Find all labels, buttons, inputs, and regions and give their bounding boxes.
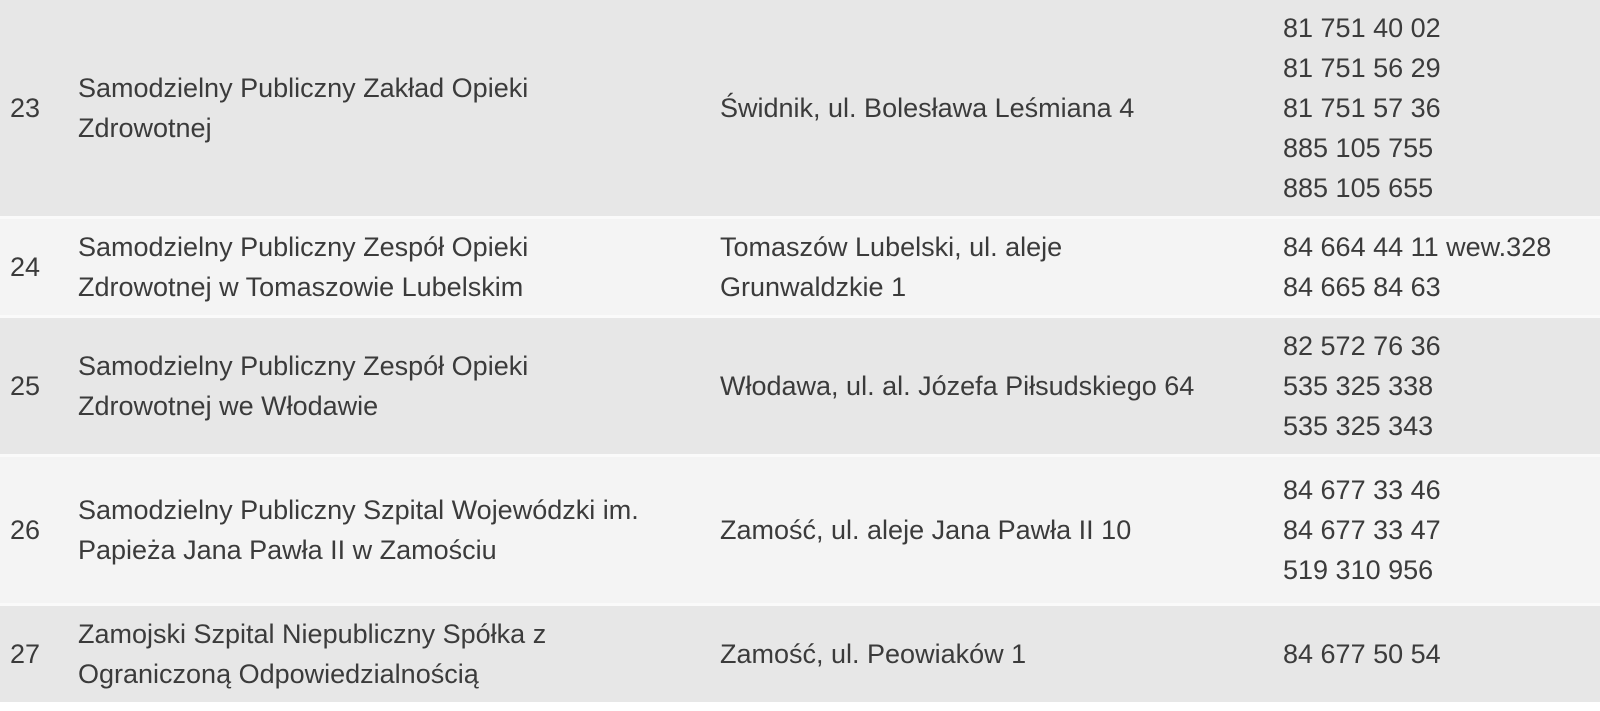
table-row: 27 Zamojski Szpital Niepubliczny Spółka …: [0, 603, 1600, 702]
address-cell: Świdnik, ul. Bolesława Leśmiana 4: [710, 0, 1275, 218]
row-number-cell: 23: [0, 0, 70, 218]
phone-numbers-cell: 81 751 40 02 81 751 56 29 81 751 57 36 8…: [1275, 0, 1600, 218]
table-row: 25 Samodzielny Publiczny Zespół Opieki Z…: [0, 315, 1600, 456]
table-row: 26 Samodzielny Publiczny Szpital Wojewód…: [0, 454, 1600, 605]
address-cell: Zamość, ul. aleje Jana Pawła II 10: [710, 454, 1275, 605]
row-number-cell: 25: [0, 315, 70, 456]
address-cell: Włodawa, ul. al. Józefa Piłsudskiego 64: [710, 315, 1275, 456]
institution-name-cell: Samodzielny Publiczny Zespół Opieki Zdro…: [70, 216, 710, 317]
row-number-cell: 26: [0, 454, 70, 605]
institution-name-cell: Samodzielny Publiczny Szpital Wojewódzki…: [70, 454, 710, 605]
phone-numbers-cell: 84 677 50 54: [1275, 603, 1600, 702]
address-cell: Zamość, ul. Peowiaków 1: [710, 603, 1275, 702]
phone-numbers-cell: 82 572 76 36 535 325 338 535 325 343: [1275, 315, 1600, 456]
address-cell: Tomaszów Lubelski, ul. aleje Grunwaldzki…: [710, 216, 1275, 317]
table-row: 23 Samodzielny Publiczny Zakład Opieki Z…: [0, 0, 1600, 218]
row-number-cell: 27: [0, 603, 70, 702]
institution-name-cell: Samodzielny Publiczny Zespół Opieki Zdro…: [70, 315, 710, 456]
institution-name-cell: Samodzielny Publiczny Zakład Opieki Zdro…: [70, 0, 710, 218]
institution-name-cell: Zamojski Szpital Niepubliczny Spółka z O…: [70, 603, 710, 702]
row-number-cell: 24: [0, 216, 70, 317]
phone-numbers-cell: 84 664 44 11 wew.328 84 665 84 63: [1275, 216, 1600, 317]
phone-numbers-cell: 84 677 33 46 84 677 33 47 519 310 956: [1275, 454, 1600, 605]
table-row: 24 Samodzielny Publiczny Zespół Opieki Z…: [0, 216, 1600, 317]
